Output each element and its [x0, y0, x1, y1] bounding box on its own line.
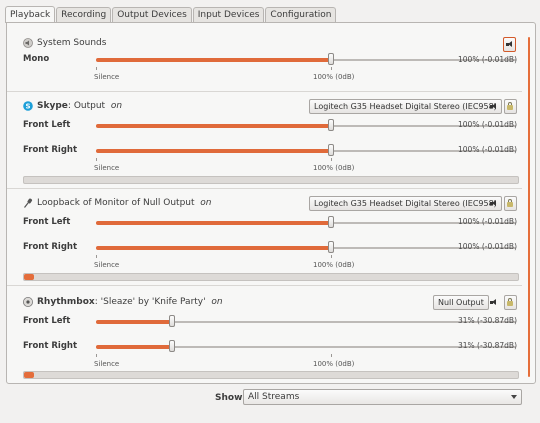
rhythmbox-header: Rhythmbox: 'Sleaze' by 'Knife Party' on	[23, 297, 223, 307]
skype-device-button[interactable]: Logitech G35 Headset Digital Stereo (IEC…	[309, 99, 502, 114]
loopback-name: Loopback of Monitor of Null Output	[37, 198, 195, 208]
speaker-mute-icon[interactable]	[489, 199, 498, 208]
show-label: Show:	[215, 393, 246, 403]
playback-panel: System Sounds Mono 100% (-0.01dB) Silenc…	[6, 22, 536, 384]
channel-label-front-right: Front Right	[23, 242, 78, 252]
rhythmbox-icon	[23, 297, 33, 307]
system-sounds-section: System Sounds Mono 100% (-0.01dB) Silenc…	[7, 23, 522, 83]
loopback-device-button[interactable]: Logitech G35 Headset Digital Stereo (IEC…	[309, 196, 502, 211]
scale-silence-label: Silence	[94, 360, 120, 368]
loopback-header: Loopback of Monitor of Null Output on	[23, 198, 212, 208]
lock-channels-icon	[507, 199, 513, 207]
loopback-section: Loopback of Monitor of Null Output on Lo…	[7, 189, 522, 285]
skype-section: S Skype: Output on Logitech G35 Headset …	[7, 92, 522, 188]
system-sounds-header: System Sounds	[23, 38, 106, 48]
rhythmbox-stream: 'Sleaze' by 'Knife Party'	[100, 297, 206, 307]
volume-value: 31% (-30.87dB)	[458, 341, 517, 350]
volume-slider-front-right[interactable]	[96, 144, 516, 156]
chevron-down-icon	[511, 395, 517, 399]
volume-slider-mono[interactable]	[96, 53, 516, 65]
scale-100-label: 100% (0dB)	[313, 73, 355, 81]
volume-slider-front-left[interactable]	[96, 315, 516, 327]
skype-header: S Skype: Output on	[23, 101, 122, 111]
scale-silence-label: Silence	[94, 261, 120, 269]
channel-label-front-right: Front Right	[23, 145, 78, 155]
volume-value: 100% (-0.01dB)	[458, 242, 517, 251]
svg-text:S: S	[25, 103, 30, 111]
volume-value: 100% (-0.01dB)	[458, 217, 517, 226]
slider-knob[interactable]	[328, 53, 334, 65]
channel-label-front-left: Front Left	[23, 316, 71, 326]
tab-configuration[interactable]: Configuration	[265, 7, 337, 22]
show-streams-value: All Streams	[248, 392, 300, 402]
volume-value: 100% (-0.01dB)	[458, 120, 517, 129]
volume-value: 100% (-0.01dB)	[458, 145, 517, 154]
channel-label-front-right: Front Right	[23, 341, 78, 351]
tab-playback[interactable]: Playback	[5, 6, 56, 23]
peak-meter	[23, 176, 519, 184]
lock-channels-icon	[507, 298, 513, 306]
skype-icon: S	[23, 101, 33, 111]
tab-bar: Playback Recording Output Devices Input …	[5, 6, 337, 23]
channel-label-front-left: Front Left	[23, 217, 71, 227]
lock-channels-icon	[507, 102, 513, 110]
rhythmbox-name: Rhythmbox	[37, 297, 95, 307]
speaker-mute-icon[interactable]	[489, 102, 498, 111]
skype-name: Skype	[37, 101, 68, 111]
scale-100-label: 100% (0dB)	[313, 360, 355, 368]
microphone-icon	[23, 198, 33, 208]
loopback-state: on	[200, 198, 212, 208]
rhythmbox-state: on	[211, 297, 223, 307]
vertical-scrollbar[interactable]	[528, 37, 530, 377]
volume-slider-front-left[interactable]	[96, 216, 516, 228]
scale-100-label: 100% (0dB)	[313, 261, 355, 269]
volume-slider-front-left[interactable]	[96, 119, 516, 131]
skype-stream: Output	[73, 101, 106, 111]
system-sounds-title: System Sounds	[37, 38, 107, 48]
peak-meter	[23, 273, 519, 281]
scale-silence-label: Silence	[94, 73, 120, 81]
loopback-lock-button[interactable]	[504, 196, 517, 211]
channel-label: Mono	[23, 54, 50, 64]
rhythmbox-section: Rhythmbox: 'Sleaze' by 'Knife Party' on …	[7, 286, 522, 382]
tab-recording[interactable]: Recording	[56, 7, 112, 22]
skype-lock-button[interactable]	[504, 99, 517, 114]
skype-state: on	[110, 101, 123, 111]
volume-value: 31% (-30.87dB)	[458, 316, 517, 325]
tab-input-devices[interactable]: Input Devices	[192, 7, 265, 22]
speaker-gray-icon	[23, 38, 33, 48]
rhythmbox-lock-button[interactable]	[504, 295, 517, 310]
rhythmbox-device-button[interactable]: Null Output	[433, 295, 489, 310]
volume-slider-front-right[interactable]	[96, 340, 516, 352]
speaker-mute-icon[interactable]	[489, 298, 498, 307]
channel-label-front-left: Front Left	[23, 120, 71, 130]
volume-value: 100% (-0.01dB)	[458, 55, 517, 64]
volume-slider-front-right[interactable]	[96, 241, 516, 253]
show-streams-dropdown[interactable]: All Streams	[243, 389, 522, 405]
system-sounds-mute-button[interactable]	[503, 37, 516, 52]
scale-100-label: 100% (0dB)	[313, 164, 355, 172]
scale-silence-label: Silence	[94, 164, 120, 172]
peak-meter	[23, 371, 519, 379]
speaker-mute-icon	[505, 40, 514, 49]
tab-output-devices[interactable]: Output Devices	[112, 7, 192, 22]
